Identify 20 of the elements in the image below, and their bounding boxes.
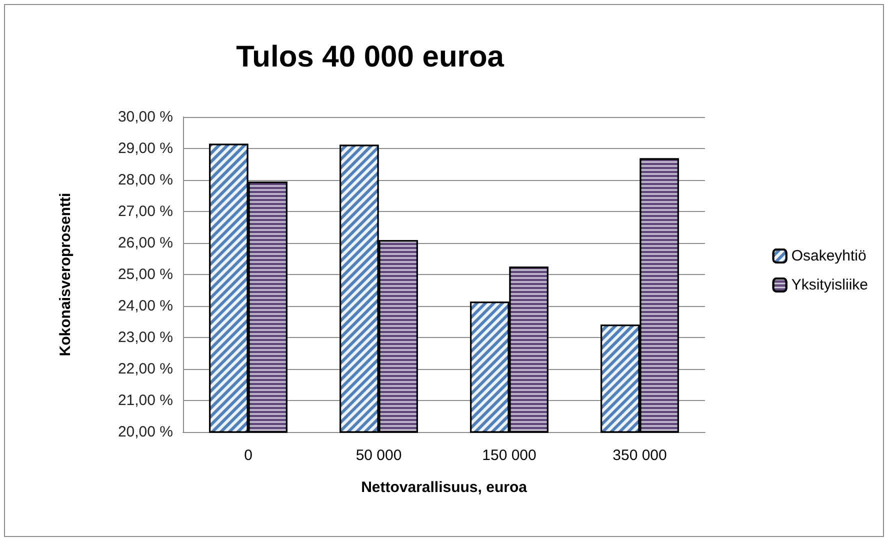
y-tick-label: 23,00 % bbox=[118, 329, 173, 346]
y-tick-label: 28,00 % bbox=[118, 172, 173, 188]
x-tick-label: 0 bbox=[244, 447, 252, 464]
x-tick-label: 150 000 bbox=[482, 447, 536, 464]
x-axis-title: Nettovarallisuus, euroa bbox=[361, 479, 528, 496]
y-tick-label: 22,00 % bbox=[118, 360, 173, 378]
y-tick-label: 29,00 % bbox=[118, 140, 173, 157]
legend-label: Osakeyhtiö bbox=[791, 248, 866, 264]
y-axis-title: Kokonaisveroprosentti bbox=[57, 192, 74, 356]
legend-label: Yksityisliike bbox=[791, 276, 868, 294]
y-tick-label: 27,00 % bbox=[118, 203, 173, 220]
y-tick-label: 30,00 % bbox=[118, 108, 173, 126]
y-tick-label: 20,00 % bbox=[118, 424, 173, 440]
x-tick-label: 350 000 bbox=[612, 447, 667, 464]
y-tick-label: 26,00 % bbox=[118, 234, 173, 252]
x-tick-label: 50 000 bbox=[356, 447, 402, 464]
chart-title: Tulos 40 000 euroa bbox=[236, 40, 504, 74]
y-tick-label: 21,00 % bbox=[118, 392, 173, 409]
y-tick-label: 25,00 % bbox=[118, 266, 173, 283]
y-tick-label: 24,00 % bbox=[118, 298, 173, 314]
